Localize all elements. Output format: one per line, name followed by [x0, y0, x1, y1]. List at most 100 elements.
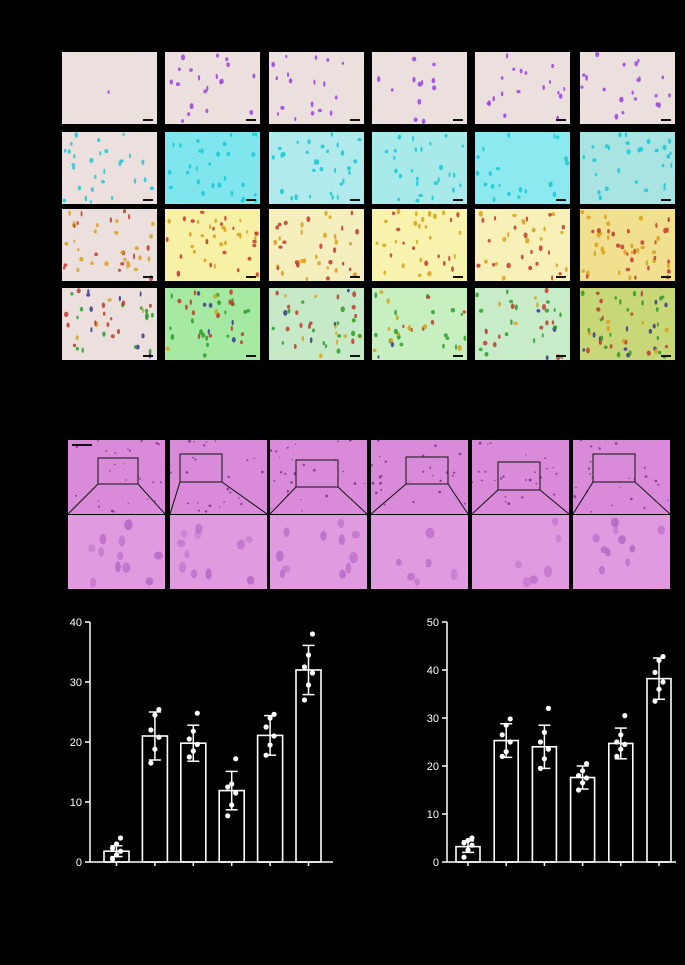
- scale-bar: [246, 276, 256, 278]
- data-point: [507, 716, 513, 722]
- bar-chart-left: 0 10 20 30 40: [70, 617, 333, 869]
- data-point: [614, 739, 620, 745]
- data-point: [156, 707, 162, 713]
- yellow-stain-row-tile: [475, 209, 570, 281]
- scale-bar: [453, 199, 463, 201]
- data-point: [660, 679, 666, 685]
- scale-bar: [350, 119, 360, 121]
- merged-stain-row-tile: [62, 288, 157, 360]
- data-point: [152, 712, 158, 718]
- data-point: [537, 765, 544, 772]
- scale-bar: [246, 355, 256, 357]
- he-overview-tile: [170, 440, 267, 514]
- data-point: [271, 711, 277, 718]
- data-point: [503, 722, 509, 728]
- cyan-stain-row-tile: [165, 132, 260, 204]
- purple-stain-row-tile: [372, 52, 467, 124]
- data-point: [190, 728, 196, 734]
- yellow-stain-row-tile: [62, 209, 157, 281]
- cyan-stain-row-tile: [62, 132, 157, 204]
- cyan-stain-row-tile: [269, 132, 364, 204]
- data-point: [507, 739, 513, 745]
- data-point: [465, 847, 471, 853]
- he-overview-tile: [371, 440, 468, 514]
- data-point: [656, 686, 662, 692]
- merged-stain-row-tile: [165, 288, 260, 360]
- cyan-stain-row-tile: [475, 132, 570, 204]
- scale-bar: [350, 355, 360, 357]
- y-tick-label: 10: [427, 809, 439, 821]
- data-point: [622, 713, 628, 719]
- yellow-stain-row-tile: [580, 209, 675, 281]
- scale-bar: [246, 119, 256, 121]
- data-point: [652, 669, 658, 676]
- data-point: [225, 813, 231, 819]
- data-point: [465, 837, 471, 844]
- data-point: [267, 715, 273, 721]
- data-point: [263, 752, 269, 758]
- data-point: [186, 736, 192, 742]
- bar: [569, 776, 596, 863]
- y-tick-label: 20: [427, 761, 439, 773]
- scale-bar: [143, 276, 153, 278]
- purple-stain-row-tile: [62, 52, 157, 124]
- scale-bar: [556, 119, 566, 121]
- purple-stain-row-tile: [165, 52, 260, 124]
- y-tick-label: 10: [70, 797, 82, 809]
- data-point: [109, 845, 116, 851]
- data-point: [580, 780, 586, 786]
- he-overview-tile: [68, 440, 165, 514]
- scale-bar: [350, 276, 360, 278]
- purple-stain-row-tile: [269, 52, 364, 124]
- scale-bar: [350, 199, 360, 201]
- data-point: [233, 756, 239, 762]
- data-point: [194, 710, 200, 716]
- he-overview-tile: [472, 440, 569, 514]
- data-point: [148, 727, 154, 733]
- data-point: [584, 775, 590, 781]
- data-point: [469, 842, 475, 848]
- data-point: [580, 768, 586, 774]
- yellow-stain-row-tile: [372, 209, 467, 281]
- y-tick-label: 40: [70, 617, 82, 629]
- data-point: [225, 784, 231, 790]
- bar: [646, 677, 672, 863]
- data-point: [461, 854, 467, 860]
- data-point: [109, 856, 116, 862]
- data-point: [545, 705, 552, 712]
- data-point: [148, 760, 154, 766]
- bar: [295, 669, 322, 863]
- scale-bar: [661, 355, 671, 357]
- he-zoom-tile: [270, 515, 367, 589]
- scale-bar: [661, 276, 671, 278]
- he-overview-tile: [573, 440, 670, 514]
- data-point: [584, 761, 590, 767]
- scale-bar: [453, 276, 463, 278]
- data-point: [233, 790, 239, 796]
- data-point: [469, 835, 475, 841]
- scale-bar: [143, 119, 153, 121]
- data-point: [576, 787, 582, 793]
- y-tick-label: 30: [70, 677, 82, 689]
- merged-stain-row-tile: [372, 288, 467, 360]
- he-zoom-tile: [170, 515, 267, 589]
- data-point: [113, 841, 120, 847]
- merged-stain-row-tile: [269, 288, 364, 360]
- scale-bar: [143, 355, 153, 357]
- data-point: [541, 756, 548, 762]
- scale-bar: [246, 199, 256, 201]
- y-tick-label: 50: [427, 617, 439, 629]
- data-point: [305, 652, 312, 658]
- data-point: [656, 657, 662, 664]
- y-tick-label: 40: [427, 665, 439, 677]
- data-point: [499, 732, 505, 738]
- data-point: [301, 664, 308, 670]
- data-point: [186, 754, 192, 760]
- data-point: [194, 741, 200, 748]
- data-point: [190, 748, 196, 754]
- bar: [493, 739, 520, 863]
- bar: [607, 742, 634, 863]
- data-point: [267, 742, 273, 748]
- yellow-stain-row-tile: [269, 209, 364, 281]
